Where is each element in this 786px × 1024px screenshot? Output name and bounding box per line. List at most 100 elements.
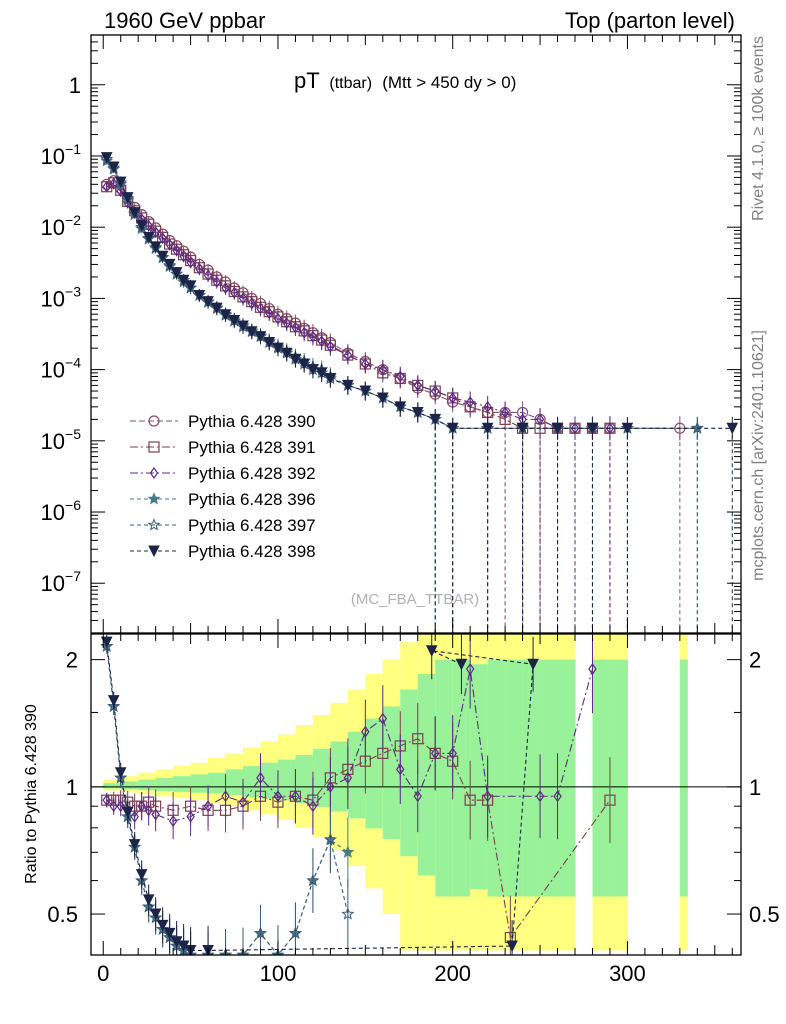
ratio-band-green bbox=[592, 659, 610, 897]
ratio-point bbox=[291, 790, 300, 803]
ratio-point bbox=[142, 894, 155, 907]
data-point bbox=[307, 364, 319, 376]
y-tick-base: 10 bbox=[41, 358, 65, 383]
legend-label: Pythia 6.428 396 bbox=[188, 490, 316, 509]
y-tick-exp: −6 bbox=[65, 497, 81, 513]
y-tick-base: 10 bbox=[41, 571, 65, 596]
data-point bbox=[114, 176, 127, 189]
chart-title: pT (ttbar) (Mtt > 450 dy > 0) bbox=[294, 68, 516, 93]
ratio-point bbox=[135, 869, 148, 881]
ratio-point bbox=[527, 658, 539, 671]
data-point bbox=[177, 274, 190, 287]
ratio-point bbox=[236, 948, 250, 955]
rivet-label: Rivet 4.1.0, ≥ 100k events bbox=[750, 36, 767, 221]
data-point bbox=[326, 340, 335, 353]
data-point bbox=[228, 314, 241, 327]
ratio-point bbox=[137, 800, 146, 813]
ratio-series-5 bbox=[100, 634, 539, 955]
ratio-point bbox=[323, 832, 337, 846]
ratio-tick-label-right: 1 bbox=[749, 775, 761, 800]
ratio-series-2 bbox=[102, 634, 597, 840]
data-point bbox=[324, 373, 337, 385]
y-tick-label: 10−3 bbox=[41, 283, 82, 311]
data-point bbox=[359, 385, 372, 398]
legend-item-2: Pythia 6.428 391 bbox=[130, 438, 316, 457]
legend: Pythia 6.428 390 Pythia 6.428 391 Pythia 6… bbox=[130, 412, 316, 561]
data-point bbox=[195, 262, 204, 275]
data-point bbox=[163, 258, 176, 271]
legend-item-4: Pythia 6.428 396 bbox=[130, 490, 316, 509]
data-point bbox=[361, 357, 370, 371]
data-point bbox=[413, 379, 422, 392]
series-2 bbox=[101, 177, 616, 633]
ratio-point bbox=[288, 926, 303, 939]
ratio-band-green bbox=[225, 769, 244, 796]
ratio-point bbox=[203, 800, 213, 813]
ratio-point bbox=[121, 806, 134, 819]
data-point bbox=[256, 302, 265, 315]
header-right: Top (parton level) bbox=[565, 8, 735, 33]
ratio-band-layer bbox=[103, 634, 688, 951]
y-tick-base: 10 bbox=[41, 286, 65, 311]
series-line bbox=[106, 179, 680, 429]
y-tick-base: 10 bbox=[41, 144, 65, 169]
y-tick-label: 10−1 bbox=[41, 141, 82, 169]
data-point bbox=[186, 256, 195, 269]
ratio-point bbox=[430, 747, 440, 760]
ratio-point bbox=[184, 948, 198, 955]
ratio-point bbox=[151, 808, 160, 821]
data-point bbox=[396, 370, 405, 383]
ratio-band-green bbox=[487, 659, 506, 897]
y-tick-label: 1 bbox=[69, 73, 81, 98]
ratio-line bbox=[106, 668, 594, 822]
x-tick-label: 300 bbox=[609, 961, 646, 986]
legend-marker bbox=[148, 415, 160, 427]
data-point bbox=[299, 326, 309, 339]
watermark: (MC_FBA_TTBAR) bbox=[351, 591, 479, 608]
ratio-point bbox=[483, 790, 492, 803]
data-point bbox=[291, 321, 300, 334]
data-point bbox=[376, 392, 389, 405]
data-point bbox=[282, 317, 291, 330]
ratio-point bbox=[326, 780, 335, 793]
ratio-band-green bbox=[277, 759, 296, 801]
ratio-band-green bbox=[173, 776, 191, 792]
data-point bbox=[254, 331, 267, 343]
data-point bbox=[172, 244, 181, 257]
ratio-point bbox=[506, 940, 518, 953]
title-main: pT bbox=[294, 68, 319, 93]
ratio-point bbox=[455, 658, 468, 671]
data-point bbox=[100, 152, 113, 164]
data-point bbox=[238, 292, 248, 305]
data-point bbox=[156, 250, 169, 263]
series-6 bbox=[100, 152, 739, 633]
series-line bbox=[106, 182, 610, 429]
legend-marker bbox=[149, 466, 159, 480]
data-point bbox=[394, 401, 407, 413]
y-tick-exp: −4 bbox=[65, 355, 81, 371]
ratio-band-green bbox=[155, 777, 174, 792]
ratio-point bbox=[361, 725, 370, 738]
ratio-point bbox=[107, 695, 120, 707]
series-4 bbox=[100, 154, 704, 633]
ratio-point bbox=[341, 907, 355, 920]
ratio-point bbox=[156, 919, 169, 932]
ratio-band-green bbox=[260, 762, 278, 799]
series-line bbox=[106, 182, 610, 429]
data-point bbox=[170, 267, 183, 279]
legend-label: Pythia 6.428 398 bbox=[188, 542, 316, 561]
ratio-point bbox=[396, 763, 405, 776]
x-tick-label: 0 bbox=[97, 961, 109, 986]
data-point bbox=[102, 180, 111, 193]
data-point bbox=[446, 422, 459, 435]
title-sub1: (ttbar) bbox=[329, 75, 372, 92]
legend-label: Pythia 6.428 390 bbox=[188, 412, 316, 431]
ratio-point bbox=[271, 948, 285, 955]
main-plot-layer bbox=[100, 152, 739, 633]
ratio-point bbox=[378, 712, 388, 725]
ratio-band-green bbox=[208, 772, 226, 794]
data-point bbox=[500, 406, 510, 419]
ratio-point bbox=[341, 845, 355, 858]
data-point bbox=[247, 297, 256, 310]
legend-marker bbox=[148, 441, 160, 453]
